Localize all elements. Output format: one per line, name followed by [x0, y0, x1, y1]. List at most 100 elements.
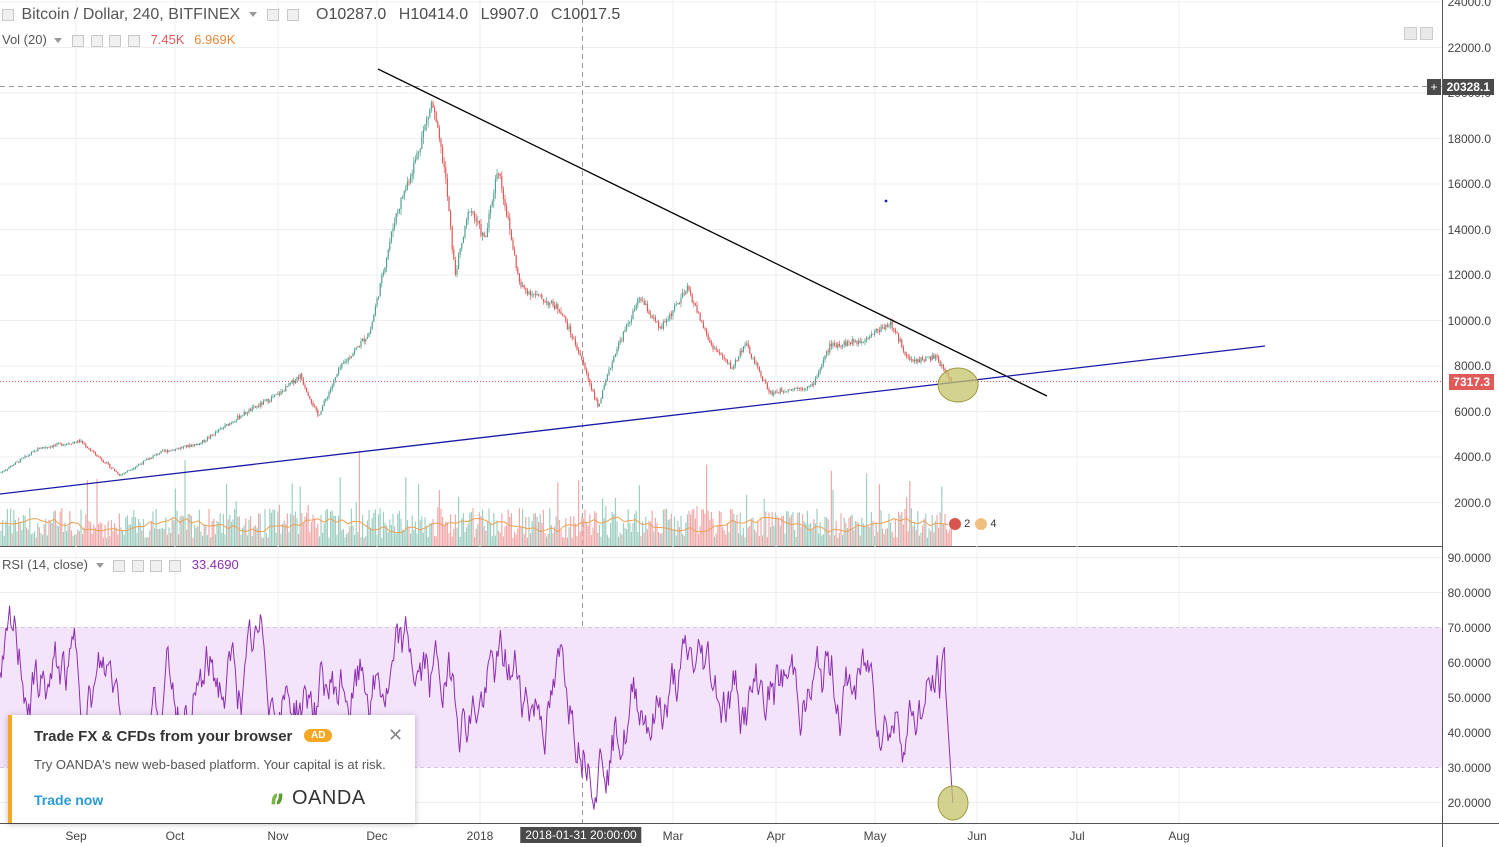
volume-label[interactable]: Vol (20) [2, 32, 47, 47]
volume-bar [693, 508, 695, 546]
events-marker[interactable]: 2 4 [949, 518, 996, 531]
candle-body [61, 443, 63, 446]
chevron-down-icon[interactable] [248, 12, 257, 18]
volume-bar [618, 536, 620, 546]
plus-icon[interactable] [109, 34, 122, 47]
chevron-down-icon[interactable] [95, 563, 104, 569]
rsi-label[interactable]: RSI (14, close) [2, 557, 88, 572]
candle-body [366, 336, 368, 339]
candle-body [198, 443, 200, 446]
arrow-up-icon[interactable] [1420, 27, 1433, 40]
volume-bar [152, 511, 154, 546]
volume-bar [592, 527, 594, 546]
volume-bar [386, 525, 388, 546]
gear-icon[interactable] [90, 34, 103, 47]
volume-bar [451, 536, 453, 546]
rsi-tick: 30.0000 [1447, 760, 1491, 775]
candle-body [102, 460, 104, 463]
symbol-title[interactable]: Bitcoin / Dollar, 240, BITFINEX [21, 6, 241, 23]
volume-bar [882, 528, 884, 546]
close-icon[interactable] [127, 34, 140, 47]
ad-popup[interactable]: Trade FX & CFDs from your browser AD ✕ T… [8, 715, 415, 823]
candle-body [426, 119, 428, 125]
plus-icon[interactable]: + [1427, 79, 1441, 95]
candle-body [262, 400, 264, 405]
candle-body [250, 409, 252, 412]
volume-bar [698, 533, 700, 546]
candle-body [275, 394, 277, 396]
candle-body [157, 453, 159, 455]
time-tick: Nov [267, 829, 289, 843]
candle-body [296, 377, 298, 381]
time-tick: Dec [366, 829, 388, 843]
candle-body [928, 356, 930, 358]
candle-body [171, 449, 173, 451]
close-icon[interactable]: ✕ [388, 725, 404, 745]
volume-bar [384, 522, 386, 546]
candle-body [773, 392, 775, 396]
candle-body [901, 339, 903, 348]
volume-bar [243, 525, 245, 546]
volume-bar [360, 537, 362, 546]
oanda-icon [271, 793, 283, 805]
arrow-down-icon[interactable] [1404, 27, 1417, 40]
volume-bar [891, 531, 893, 546]
volume-bar [550, 525, 552, 546]
volume-bar [250, 515, 252, 546]
settings-icon[interactable] [72, 34, 85, 47]
volume-bar [560, 530, 562, 546]
candle-body [411, 173, 413, 177]
collapse-icon[interactable] [2, 8, 14, 21]
volume-bar [37, 523, 39, 546]
candle-body [610, 368, 612, 370]
settings-icon[interactable] [267, 8, 280, 21]
candle-body [482, 232, 484, 236]
candle-body [854, 341, 856, 343]
volume-bar [597, 532, 599, 546]
candle-body [632, 310, 634, 320]
volume-bar [27, 529, 29, 546]
candle-body [32, 451, 34, 453]
candle-body [858, 340, 860, 344]
candle-body [776, 391, 778, 393]
volume-bar [755, 532, 757, 546]
candle-body [86, 447, 88, 449]
chevron-down-icon[interactable] [54, 38, 63, 44]
volume-bar [312, 515, 314, 546]
volume-bar [86, 480, 88, 546]
candle-body [680, 297, 682, 304]
volume-bar [802, 514, 804, 546]
hide-icon[interactable] [286, 8, 299, 21]
volume-bar [144, 537, 146, 546]
trade-now-link[interactable]: Trade now [34, 792, 104, 808]
oanda-logo[interactable]: OANDA [271, 787, 366, 810]
gear-icon[interactable] [131, 559, 144, 572]
volume-bar [474, 537, 476, 546]
marker-dot [884, 199, 888, 203]
volume-bar [830, 470, 832, 546]
plus-icon[interactable] [150, 559, 163, 572]
volume-bar [277, 511, 279, 546]
volume-bar [389, 519, 391, 546]
volume-bar [370, 527, 372, 546]
candle-body [818, 372, 820, 377]
close-icon[interactable] [169, 559, 182, 572]
candle-body [669, 313, 671, 320]
candle-body [85, 444, 87, 448]
candle-body [227, 424, 229, 426]
volume-bar [774, 512, 776, 546]
candle-body [149, 458, 151, 460]
volume-bar [237, 516, 239, 546]
volume-bar [94, 527, 96, 546]
volume-bar [134, 517, 136, 546]
volume-bar [507, 509, 509, 546]
volume-bar [334, 515, 336, 546]
settings-icon[interactable] [113, 559, 126, 572]
volume-bar [883, 533, 885, 546]
candle-body [694, 303, 696, 306]
candle-body [579, 352, 581, 356]
candle-body [670, 313, 672, 316]
candle-body [14, 462, 16, 465]
volume-bar [643, 532, 645, 546]
